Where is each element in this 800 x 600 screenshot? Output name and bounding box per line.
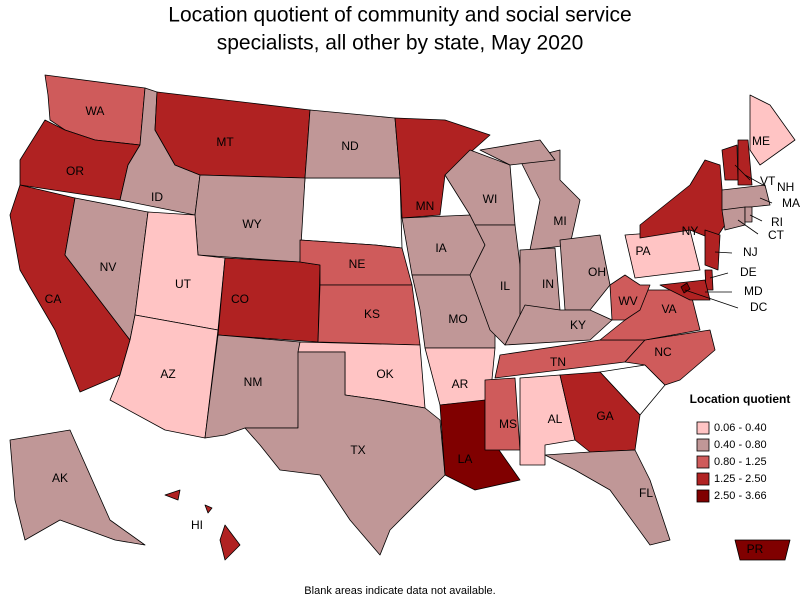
legend-swatch: [696, 438, 710, 452]
state-label: CO: [231, 292, 249, 306]
title-line: Location quotient of community and socia…: [168, 4, 631, 27]
legend-label: 0.06 - 0.40: [714, 422, 767, 434]
state-label: GA: [596, 409, 613, 423]
state-label: HI: [191, 518, 203, 532]
state-label: MS: [499, 417, 517, 431]
state-label: RI: [771, 215, 783, 229]
state-label: MD: [744, 284, 763, 298]
state-label: KS: [364, 307, 380, 321]
state-label: DC: [750, 300, 768, 314]
legend-label: 2.50 - 3.66: [714, 490, 767, 502]
legend-label: 1.25 - 2.50: [714, 473, 767, 485]
state-shape: [544, 449, 671, 546]
state-label: NJ: [743, 245, 758, 259]
state-label: MT: [216, 135, 234, 149]
state-shape: [721, 184, 771, 211]
state-label: NC: [654, 345, 672, 359]
state-label: AR: [452, 377, 469, 391]
leader-line: [714, 251, 733, 254]
state-label: MI: [553, 214, 566, 228]
state-label: OR: [66, 164, 84, 178]
legend-swatch: [696, 455, 710, 469]
title-line: specialists, all other by state, May 202…: [217, 32, 584, 55]
state-shape: [109, 314, 219, 439]
state-label: LA: [458, 452, 473, 466]
leader-line: [709, 272, 729, 279]
state-label: NV: [100, 260, 117, 274]
legend-swatch: [696, 421, 710, 435]
state-label: DE: [740, 265, 757, 279]
state-shape: [504, 304, 613, 346]
state-label: VT: [760, 174, 776, 188]
state-shape: [9, 429, 146, 546]
state-label: VA: [661, 302, 676, 316]
state-label: WY: [242, 217, 261, 231]
leader-line: [684, 289, 739, 309]
state-label: WA: [86, 104, 105, 118]
state-shape: [744, 206, 753, 223]
state-label: CA: [45, 292, 62, 306]
state-shape: [469, 224, 526, 346]
state-label: OK: [376, 367, 393, 381]
state-label: AK: [52, 471, 68, 485]
state-shape: [219, 524, 241, 561]
blank-state: [299, 177, 403, 249]
state-shape: [244, 351, 446, 556]
state-shape: [734, 539, 791, 561]
state-label: FL: [639, 486, 653, 500]
state-shape: [164, 489, 181, 501]
state-label: IA: [435, 241, 446, 255]
legend-swatch: [696, 489, 710, 503]
state-label: ND: [341, 139, 359, 153]
leader-line: [737, 219, 759, 235]
state-shape: [749, 94, 796, 166]
state-shape: [559, 234, 611, 311]
state-label: PR: [747, 542, 764, 556]
state-label: TN: [550, 355, 566, 369]
state-shape: [704, 229, 721, 271]
state-label: NM: [244, 375, 263, 389]
legend-label: 0.40 - 0.80: [714, 439, 767, 451]
state-label: AL: [548, 412, 563, 426]
leader-line: [749, 214, 763, 222]
state-label: NY: [682, 224, 699, 238]
state-label: AZ: [160, 367, 175, 381]
state-label: MA: [782, 196, 800, 210]
leader-line: [759, 197, 773, 204]
state-label: MO: [448, 312, 467, 326]
state-label: IN: [542, 277, 554, 291]
state-label: ID: [151, 190, 163, 204]
state-label: NH: [777, 180, 794, 194]
state-label: ME: [752, 134, 770, 148]
state-label: PA: [635, 244, 650, 258]
state-label: TX: [350, 443, 365, 457]
state-shape: [721, 144, 739, 181]
legend-label: 0.80 - 1.25: [714, 456, 767, 468]
state-label: IL: [500, 279, 510, 293]
state-label: UT: [175, 277, 192, 291]
leader-line: [734, 164, 751, 181]
state-shape: [519, 149, 581, 251]
state-label: KY: [570, 318, 586, 332]
state-shape: [680, 282, 691, 294]
state-shape: [609, 274, 651, 321]
leader-line: [744, 174, 766, 187]
state-label: CT: [768, 228, 785, 242]
state-shape: [194, 174, 306, 263]
state-label: OH: [588, 265, 606, 279]
state-label: WV: [618, 294, 637, 308]
legend-title: Location quotient: [690, 392, 791, 406]
footnote: Blank areas indicate data not available.: [304, 585, 495, 597]
state-shape: [204, 504, 213, 514]
state-label: NE: [349, 257, 366, 271]
state-shape: [737, 139, 753, 186]
legend-swatch: [696, 472, 710, 486]
state-shape: [479, 139, 556, 166]
state-label: MN: [416, 199, 435, 213]
state-shape: [484, 377, 521, 451]
state-shape: [721, 206, 746, 231]
state-label: WI: [483, 192, 498, 206]
state-shape: [394, 117, 491, 219]
